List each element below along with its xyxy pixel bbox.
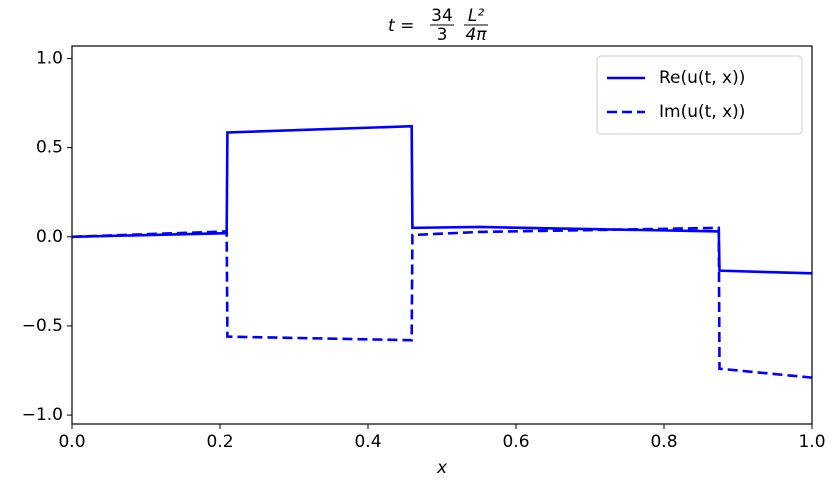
- title-numerator: L²: [468, 6, 484, 26]
- y-tick-label: 0.5: [36, 138, 63, 158]
- legend-box: [596, 55, 803, 135]
- title-denominator: 3: [437, 25, 448, 45]
- y-tick-label: 0.0: [36, 227, 63, 247]
- series-line: [71, 226, 813, 379]
- x-tick-label: 1.0: [798, 432, 825, 452]
- x-tick-label: 0.4: [354, 432, 381, 452]
- title-denominator: 4π: [465, 25, 487, 45]
- legend-label: Im(u(t, x)): [659, 102, 745, 122]
- x-tick-label: 0.6: [502, 432, 529, 452]
- y-tick-label: 1.0: [36, 48, 63, 68]
- x-tick-label: 0.8: [650, 432, 677, 452]
- series-line: [71, 124, 813, 275]
- y-tick-label: −0.5: [22, 316, 63, 336]
- legend-label: Re(u(t, x)): [659, 68, 745, 88]
- x-tick-label: 0.0: [58, 432, 85, 452]
- y-tick-label: −1.0: [22, 405, 63, 425]
- title-numerator: 34: [431, 6, 453, 26]
- x-axis-label: x: [436, 458, 448, 478]
- x-tick-label: 0.2: [206, 432, 233, 452]
- plot-frame: [71, 45, 813, 425]
- title-lhs: t =: [388, 16, 414, 36]
